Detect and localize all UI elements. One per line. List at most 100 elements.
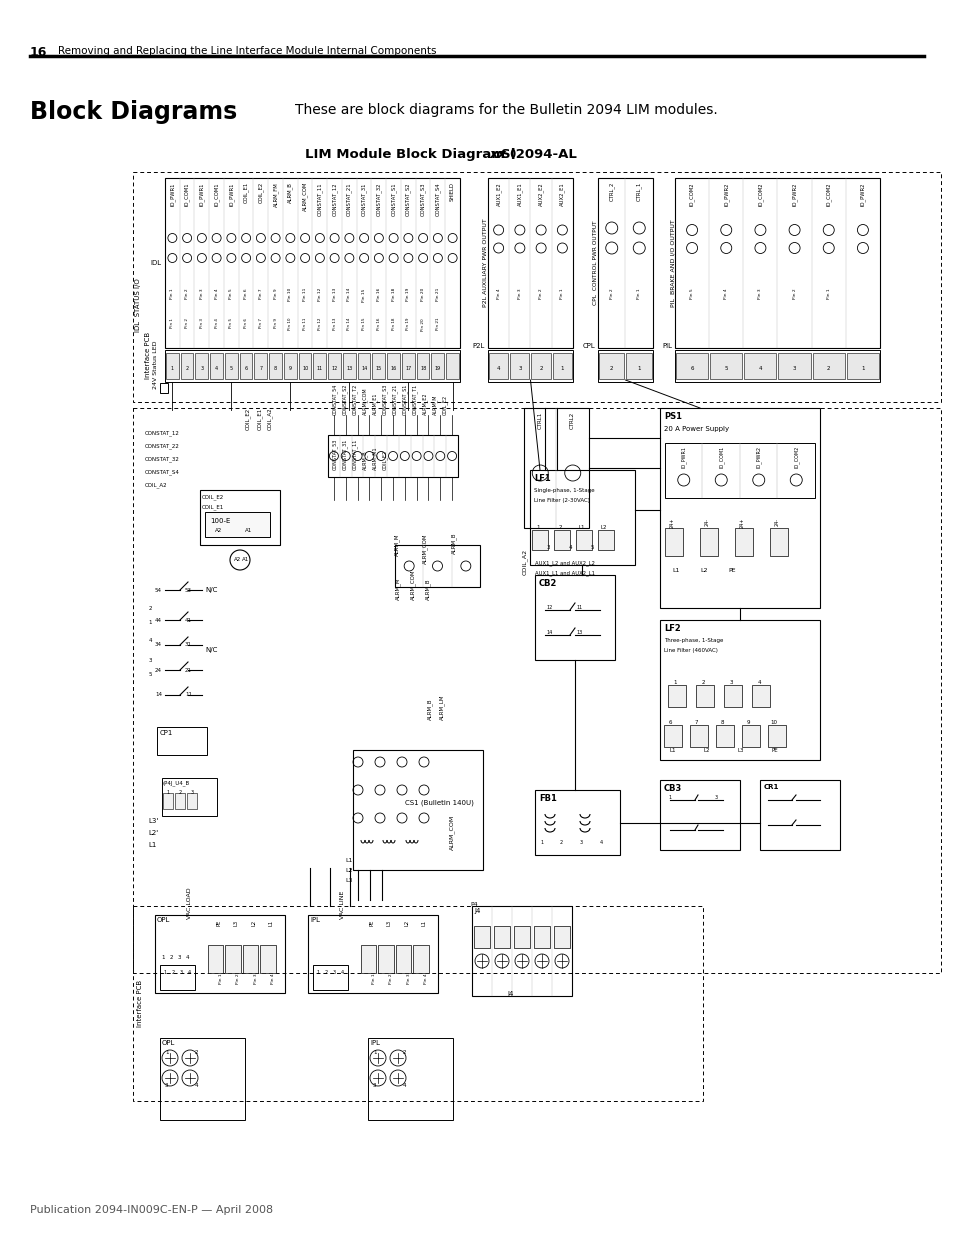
Text: 4: 4 xyxy=(757,680,760,685)
Text: L2: L2 xyxy=(404,920,409,926)
Text: CONSTAT_S3: CONSTAT_S3 xyxy=(420,182,426,215)
Text: Pin 9: Pin 9 xyxy=(274,317,277,329)
Text: 4: 4 xyxy=(214,366,218,370)
Bar xyxy=(225,945,241,973)
Text: COIL_E2: COIL_E2 xyxy=(245,408,251,430)
Text: L2: L2 xyxy=(700,568,707,573)
Text: IO_PWR1: IO_PWR1 xyxy=(199,182,205,205)
Bar xyxy=(163,793,172,809)
Text: 2: 2 xyxy=(148,605,152,610)
Text: OPL: OPL xyxy=(157,918,171,923)
Bar xyxy=(510,353,529,379)
Text: 2: 2 xyxy=(178,790,181,795)
Bar xyxy=(328,353,340,379)
Bar xyxy=(523,408,588,529)
Text: Pin 20: Pin 20 xyxy=(420,288,425,301)
Text: ALRM_COM: ALRM_COM xyxy=(302,182,308,211)
Text: L3: L3 xyxy=(386,920,392,926)
Text: 20 A Power Supply: 20 A Power Supply xyxy=(663,426,728,432)
Text: 9: 9 xyxy=(289,366,292,370)
Text: IO_COM2: IO_COM2 xyxy=(825,182,831,205)
Text: FB1: FB1 xyxy=(538,794,557,803)
Text: CP1: CP1 xyxy=(160,730,173,736)
Text: CONSTAT_T2: CONSTAT_T2 xyxy=(352,384,357,415)
Text: AUX2_E2: AUX2_E2 xyxy=(537,182,543,206)
Text: IPL: IPL xyxy=(310,918,319,923)
Text: 31: 31 xyxy=(185,642,192,647)
Bar xyxy=(667,685,685,706)
Text: Pin 14: Pin 14 xyxy=(347,317,351,331)
Bar xyxy=(160,383,168,393)
Text: PE: PE xyxy=(727,568,735,573)
Text: CONSTAT_22: CONSTAT_22 xyxy=(145,443,180,448)
Text: 18: 18 xyxy=(419,366,426,370)
Text: 3: 3 xyxy=(792,366,796,370)
Bar xyxy=(378,945,394,973)
Text: Pin 7: Pin 7 xyxy=(258,317,263,329)
Bar xyxy=(576,530,592,550)
Bar xyxy=(531,353,550,379)
Text: Pin 12: Pin 12 xyxy=(317,288,321,301)
Text: 1: 1 xyxy=(373,1050,376,1055)
Text: CONSTAT_T1: CONSTAT_T1 xyxy=(412,384,417,415)
Text: 17: 17 xyxy=(405,366,411,370)
Text: IO_COM2: IO_COM2 xyxy=(688,182,694,205)
Text: CTRL1: CTRL1 xyxy=(537,412,542,430)
Text: Pin 10: Pin 10 xyxy=(288,317,292,331)
Bar xyxy=(413,945,429,973)
Bar xyxy=(489,353,508,379)
Text: ALRM_B: ALRM_B xyxy=(451,534,456,555)
Bar xyxy=(598,178,652,348)
Bar xyxy=(554,926,569,948)
Text: Pin 4: Pin 4 xyxy=(424,973,428,983)
Text: 3: 3 xyxy=(332,969,335,974)
Text: Pin 21: Pin 21 xyxy=(436,288,439,301)
Text: CONSTAT_53: CONSTAT_53 xyxy=(332,438,337,471)
Bar xyxy=(160,1037,245,1120)
Text: LIM Module Block Diagram (2094-AL: LIM Module Block Diagram (2094-AL xyxy=(305,148,577,161)
Text: Pin 12: Pin 12 xyxy=(317,317,321,331)
Text: Pin 2: Pin 2 xyxy=(389,973,393,983)
Bar xyxy=(243,945,258,973)
Text: PE: PE xyxy=(369,920,374,926)
Text: Pin 1: Pin 1 xyxy=(171,288,174,299)
Bar xyxy=(812,353,844,379)
Text: Line Filter (2-30VAC): Line Filter (2-30VAC) xyxy=(534,498,589,503)
Text: Pin 16: Pin 16 xyxy=(376,288,380,301)
Text: L1: L1 xyxy=(669,748,676,753)
Text: CTRL2: CTRL2 xyxy=(570,412,575,430)
Text: OPL: OPL xyxy=(162,1040,175,1046)
Text: 6: 6 xyxy=(244,366,248,370)
Text: 4: 4 xyxy=(758,366,761,370)
Text: 2: 2 xyxy=(558,525,561,530)
Text: ALRM_LM: ALRM_LM xyxy=(438,694,444,720)
Bar xyxy=(598,353,624,379)
Text: J4: J4 xyxy=(474,908,480,914)
Text: 24: 24 xyxy=(154,667,162,673)
Bar xyxy=(554,530,569,550)
Text: CONSTAT_S1: CONSTAT_S1 xyxy=(402,384,408,415)
Text: P2L: P2L xyxy=(472,343,484,350)
Text: 2: 2 xyxy=(172,969,174,974)
Text: 14: 14 xyxy=(546,630,553,635)
Text: 16: 16 xyxy=(30,46,48,59)
Bar xyxy=(360,945,376,973)
Text: L1: L1 xyxy=(578,525,584,530)
Bar xyxy=(308,915,437,993)
Text: Pin 11: Pin 11 xyxy=(303,288,307,301)
Bar xyxy=(372,353,385,379)
Text: A1: A1 xyxy=(245,529,252,534)
Text: 6: 6 xyxy=(667,720,671,725)
Text: L2: L2 xyxy=(345,868,352,873)
Text: 3: 3 xyxy=(546,545,549,550)
Text: (P4J_U4_B: (P4J_U4_B xyxy=(163,781,190,785)
Bar xyxy=(514,926,530,948)
Text: L2: L2 xyxy=(600,525,607,530)
Text: CONSTAT_S1: CONSTAT_S1 xyxy=(391,182,396,216)
Bar xyxy=(387,353,399,379)
Text: COIL_E2: COIL_E2 xyxy=(382,450,388,471)
Text: Pin 4: Pin 4 xyxy=(723,288,727,299)
Text: 3: 3 xyxy=(373,1083,376,1088)
Text: 41: 41 xyxy=(185,618,192,622)
Text: Pin 5: Pin 5 xyxy=(229,317,233,329)
